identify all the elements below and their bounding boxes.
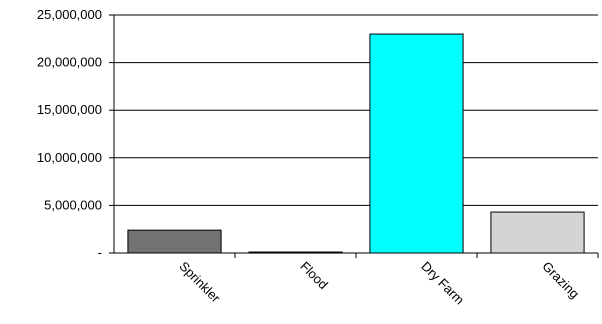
y-tick-label: 10,000,000 [37,150,102,165]
bar-grazing [490,211,585,254]
y-tick-label: 20,000,000 [37,55,102,70]
x-tick-label: Sprinkler [176,259,223,306]
y-tick-label: 15,000,000 [37,102,102,117]
y-tick-label: 25,000,000 [37,7,102,22]
bar-dry-farm [369,33,464,254]
bars [127,33,585,254]
y-tick-label: - [98,245,102,260]
x-tick-labels: Sprinkler Flood Dry Farm Grazing [176,253,599,308]
bar-sprinkler [127,229,222,254]
y-tick-label: 5,000,000 [44,197,102,212]
x-tick-label: Dry Farm [418,259,467,308]
x-tick-label: Grazing [539,259,582,302]
gridlines [109,14,598,254]
y-tick-labels: - 5,000,000 10,000,000 15,000,000 20,000,000… [37,7,102,260]
x-tick-label: Flood [297,259,331,293]
